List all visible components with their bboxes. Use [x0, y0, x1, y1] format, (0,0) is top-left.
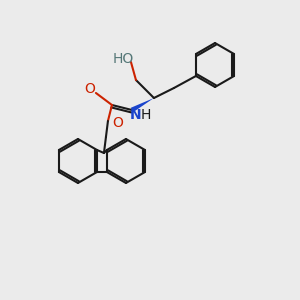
Text: N: N	[130, 108, 142, 122]
Text: HO: HO	[112, 52, 134, 66]
Text: O: O	[112, 116, 123, 130]
Text: O: O	[85, 82, 95, 96]
Text: H: H	[141, 108, 151, 122]
Polygon shape	[131, 98, 154, 112]
